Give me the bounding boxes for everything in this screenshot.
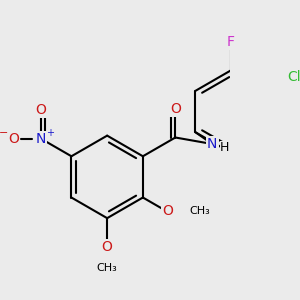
Text: O: O (102, 240, 112, 254)
Text: CH₃: CH₃ (189, 206, 210, 216)
Text: O: O (36, 103, 46, 117)
Text: F: F (227, 34, 235, 49)
Text: −: − (0, 128, 8, 137)
Text: O: O (8, 132, 19, 146)
Text: O: O (170, 102, 181, 116)
Text: N: N (36, 132, 46, 146)
Text: Cl: Cl (288, 70, 300, 84)
Text: N: N (207, 137, 217, 151)
Text: CH₃: CH₃ (97, 263, 118, 273)
Text: H: H (220, 141, 230, 154)
Text: +: + (46, 128, 54, 137)
Text: O: O (163, 204, 173, 218)
